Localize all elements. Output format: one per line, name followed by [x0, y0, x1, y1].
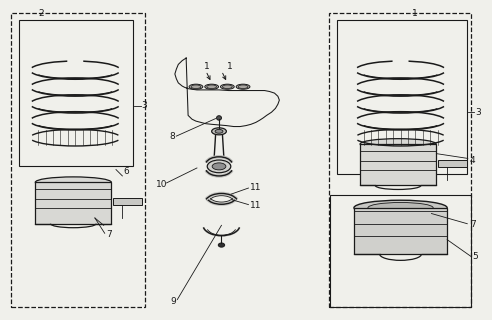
Bar	[113, 198, 142, 205]
Ellipse shape	[360, 139, 436, 149]
Bar	[19, 20, 133, 166]
Text: 7: 7	[106, 230, 112, 239]
Ellipse shape	[189, 84, 203, 89]
Bar	[360, 144, 436, 186]
Bar	[354, 208, 447, 254]
Ellipse shape	[205, 84, 218, 89]
Text: 3: 3	[142, 101, 147, 110]
Ellipse shape	[212, 163, 226, 170]
Ellipse shape	[236, 84, 250, 89]
Text: 9: 9	[171, 297, 176, 306]
Text: 1: 1	[204, 62, 210, 71]
Ellipse shape	[212, 128, 226, 135]
Text: 7: 7	[470, 220, 476, 229]
Ellipse shape	[368, 203, 433, 213]
Bar	[337, 20, 467, 174]
Bar	[35, 182, 111, 224]
Text: 4: 4	[470, 156, 475, 164]
Ellipse shape	[207, 160, 231, 173]
Text: 1: 1	[412, 9, 418, 18]
Text: 1: 1	[227, 62, 233, 71]
Text: 8: 8	[170, 132, 175, 140]
Bar	[10, 13, 146, 307]
Bar	[331, 195, 471, 307]
Ellipse shape	[354, 200, 447, 215]
Text: 3: 3	[476, 108, 482, 117]
Text: 5: 5	[473, 252, 479, 261]
Text: 2: 2	[38, 9, 44, 18]
Ellipse shape	[220, 84, 234, 89]
Bar	[438, 160, 466, 167]
Ellipse shape	[218, 243, 225, 247]
Text: 10: 10	[156, 180, 167, 189]
Ellipse shape	[222, 85, 232, 88]
Text: 11: 11	[250, 201, 262, 210]
Ellipse shape	[216, 116, 221, 120]
Bar	[330, 13, 471, 307]
Ellipse shape	[207, 85, 216, 88]
Ellipse shape	[238, 85, 248, 88]
Text: 11: 11	[250, 183, 262, 192]
Ellipse shape	[215, 129, 223, 133]
Text: 6: 6	[123, 167, 129, 176]
Ellipse shape	[35, 177, 111, 188]
Ellipse shape	[191, 85, 201, 88]
